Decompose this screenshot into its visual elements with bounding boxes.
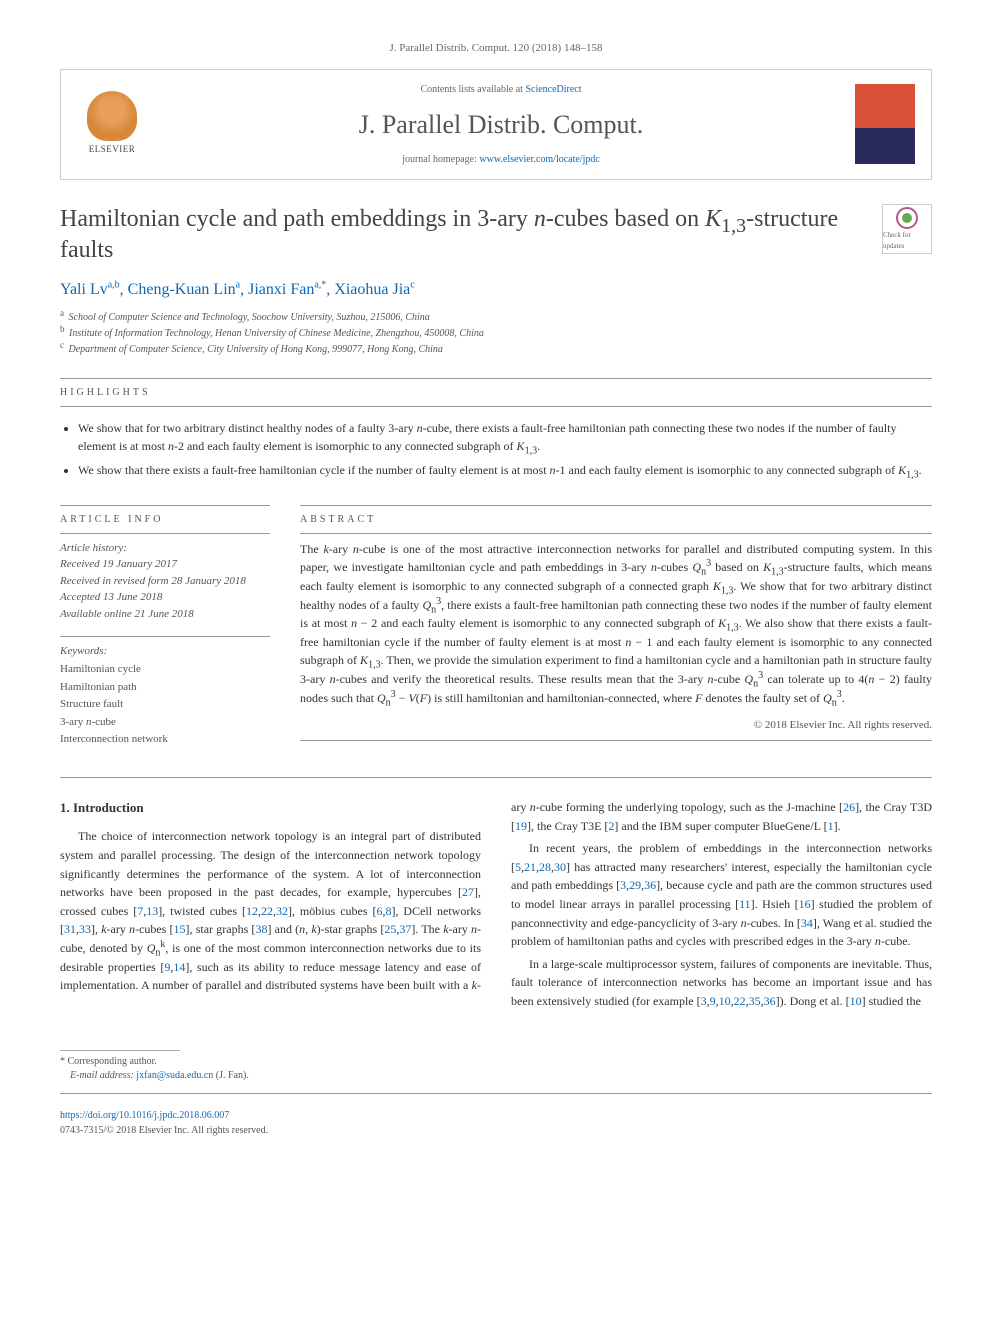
- history-line: Accepted 13 June 2018: [60, 589, 270, 606]
- rule: [60, 378, 932, 379]
- authors: Yali Lva,b, Cheng-Kuan Lina, Jianxi Fana…: [60, 278, 932, 302]
- affiliations: a School of Computer Science and Technol…: [60, 310, 932, 358]
- footnote-separator: [60, 1050, 180, 1051]
- email-footnote: E-mail address: jxfan@suda.edu.cn (J. Fa…: [60, 1069, 932, 1083]
- email-link[interactable]: jxfan@suda.edu.cn: [136, 1070, 213, 1081]
- highlight-item: We show that for two arbitrary distinct …: [78, 419, 932, 455]
- keyword: Structure fault: [60, 696, 270, 714]
- email-label: E-mail address:: [70, 1070, 134, 1081]
- title-row: Hamiltonian cycle and path embeddings in…: [60, 204, 932, 266]
- keywords: Keywords: Hamiltonian cycle Hamiltonian …: [60, 643, 270, 749]
- section-heading: 1. Introduction: [60, 798, 481, 818]
- rule: [60, 406, 932, 407]
- affiliation: c Department of Computer Science, City U…: [60, 342, 932, 358]
- keywords-header: Keywords:: [60, 643, 270, 661]
- elsevier-tree-icon: [87, 91, 137, 141]
- journal-header: ELSEVIER Contents lists available at Sci…: [60, 69, 932, 180]
- history-line: Received 19 January 2017: [60, 556, 270, 573]
- issn-copyright: 0743-7315/© 2018 Elsevier Inc. All right…: [60, 1125, 268, 1136]
- email-who: (J. Fan).: [216, 1070, 249, 1081]
- footer: https://doi.org/10.1016/j.jpdc.2018.06.0…: [60, 1108, 932, 1138]
- doi-link[interactable]: https://doi.org/10.1016/j.jpdc.2018.06.0…: [60, 1110, 229, 1121]
- abstract-text: The k-ary n-cube is one of the most attr…: [300, 540, 932, 707]
- journal-cover-thumbnail: [855, 84, 915, 164]
- publisher-name: ELSEVIER: [89, 143, 136, 157]
- rule: [60, 533, 270, 534]
- abstract: ABSTRACT The k-ary n-cube is one of the …: [300, 499, 932, 749]
- rule: [60, 505, 270, 506]
- keyword: Hamiltonian cycle: [60, 661, 270, 679]
- article-info-label: ARTICLE INFO: [60, 512, 270, 527]
- affiliation: a School of Computer Science and Technol…: [60, 310, 932, 326]
- contents-line: Contents lists available at ScienceDirec…: [167, 82, 835, 97]
- journal-name: J. Parallel Distrib. Comput.: [167, 105, 835, 144]
- rule: [300, 505, 932, 506]
- body-rule: [60, 777, 932, 778]
- header-center: Contents lists available at ScienceDirec…: [167, 82, 835, 167]
- check-updates-badge[interactable]: Check for updates: [882, 204, 932, 254]
- highlights: We show that for two arbitrary distinct …: [60, 419, 932, 479]
- rule: [300, 740, 932, 741]
- abstract-label: ABSTRACT: [300, 512, 932, 527]
- rule: [60, 636, 270, 637]
- keyword: Hamiltonian path: [60, 679, 270, 697]
- homepage-prefix: journal homepage:: [402, 154, 479, 165]
- article-info: ARTICLE INFO Article history: Received 1…: [60, 499, 270, 749]
- homepage-line: journal homepage: www.elsevier.com/locat…: [167, 152, 835, 167]
- article-history: Article history: Received 19 January 201…: [60, 540, 270, 623]
- journal-reference: J. Parallel Distrib. Comput. 120 (2018) …: [60, 40, 932, 57]
- abstract-copyright: © 2018 Elsevier Inc. All rights reserved…: [300, 717, 932, 734]
- page: J. Parallel Distrib. Comput. 120 (2018) …: [0, 0, 992, 1178]
- highlights-label: HIGHLIGHTS: [60, 385, 932, 400]
- affiliation: b Institute of Information Technology, H…: [60, 326, 932, 342]
- sciencedirect-link[interactable]: ScienceDirect: [525, 84, 581, 95]
- history-line: Received in revised form 28 January 2018: [60, 573, 270, 590]
- history-line: Available online 21 June 2018: [60, 606, 270, 623]
- corresponding-author: * Corresponding author.: [60, 1055, 932, 1069]
- keyword: 3-ary n-cube: [60, 714, 270, 732]
- body-columns: 1. Introduction The choice of interconne…: [60, 798, 932, 1011]
- contents-prefix: Contents lists available at: [420, 84, 525, 95]
- body-paragraph: In recent years, the problem of embeddin…: [511, 839, 932, 951]
- check-updates-icon: [895, 206, 919, 230]
- keyword: Interconnection network: [60, 731, 270, 749]
- homepage-link[interactable]: www.elsevier.com/locate/jpdc: [479, 154, 599, 165]
- highlight-item: We show that there exists a fault-free h…: [78, 461, 932, 479]
- check-updates-label: Check for updates: [883, 230, 931, 251]
- rule: [300, 533, 932, 534]
- rule: [60, 1093, 932, 1094]
- elsevier-logo: ELSEVIER: [77, 89, 147, 159]
- article-title: Hamiltonian cycle and path embeddings in…: [60, 204, 862, 266]
- info-abstract-row: ARTICLE INFO Article history: Received 1…: [60, 499, 932, 749]
- body-paragraph: In a large-scale multiprocessor system, …: [511, 955, 932, 1011]
- history-header: Article history:: [60, 540, 270, 557]
